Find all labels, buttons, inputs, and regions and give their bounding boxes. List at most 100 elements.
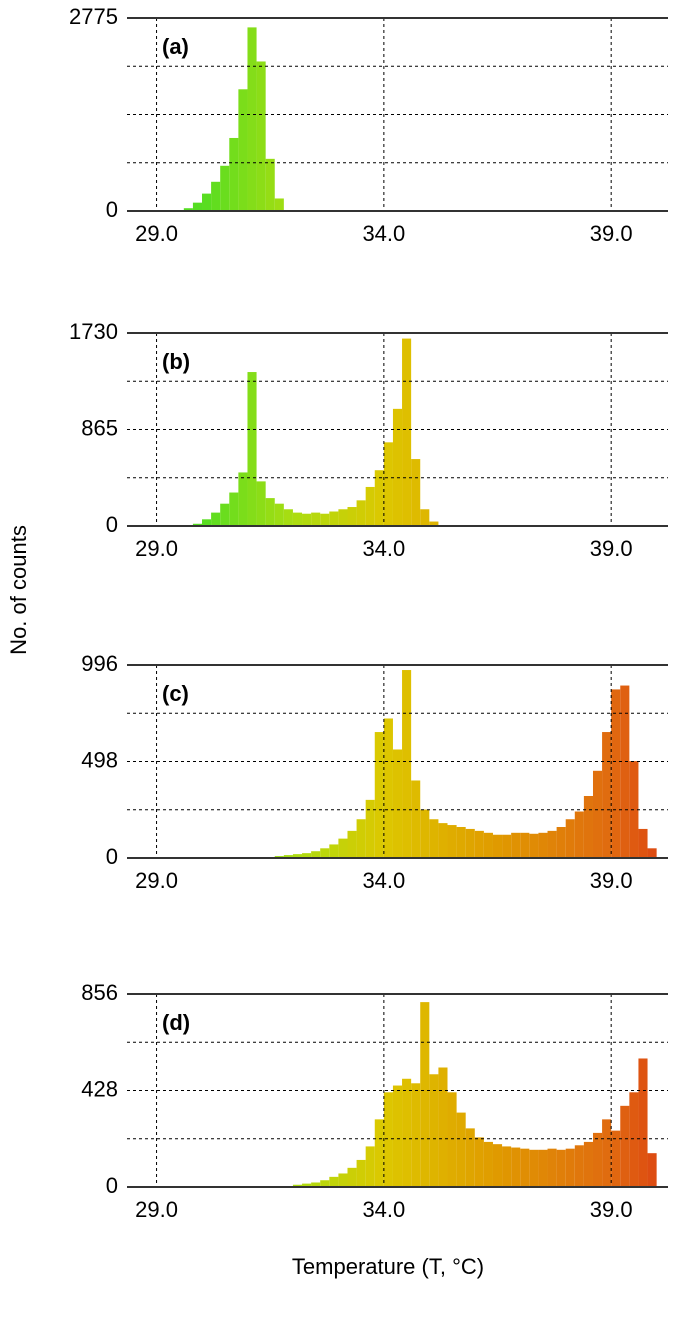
panel-label: (d) (162, 1010, 190, 1035)
bar (483, 832, 493, 858)
bar (474, 830, 484, 858)
bar (402, 338, 412, 526)
bar (329, 511, 339, 526)
y-tick-label: 428 (81, 1076, 118, 1101)
bar (465, 828, 475, 858)
bar (392, 408, 403, 526)
bar (302, 853, 312, 858)
bar (447, 1092, 457, 1187)
x-tick-label: 39.0 (590, 868, 633, 893)
bar (638, 1058, 648, 1187)
bar (438, 823, 448, 858)
bar (383, 718, 393, 858)
bar (320, 513, 330, 526)
x-tick-label: 29.0 (135, 868, 178, 893)
bar (647, 848, 657, 858)
panel-label: (a) (162, 34, 189, 59)
y-tick-label: 996 (81, 651, 118, 676)
bar (283, 509, 293, 526)
bar (347, 830, 357, 858)
bar (420, 509, 430, 526)
bar (520, 1148, 530, 1187)
bar (565, 819, 575, 858)
bar (620, 685, 630, 858)
bar (602, 732, 612, 858)
bar (374, 732, 384, 858)
bar (238, 472, 248, 526)
bar (202, 519, 212, 526)
bar (565, 1148, 575, 1187)
bar (356, 819, 366, 858)
panel-label: (b) (162, 349, 190, 374)
bar (420, 1002, 430, 1187)
bar (429, 819, 439, 858)
y-tick-label: 2775 (69, 4, 118, 29)
x-tick-label: 29.0 (135, 536, 178, 561)
bar (474, 1137, 484, 1187)
bar (211, 181, 221, 211)
bar (302, 513, 312, 526)
bar (556, 1149, 566, 1187)
y-tick-label: 498 (81, 747, 118, 772)
bar (547, 1148, 557, 1187)
bar (620, 1105, 630, 1187)
bar (438, 1067, 448, 1187)
bar (338, 1173, 348, 1187)
bar (411, 1083, 421, 1187)
bar (311, 512, 321, 526)
bar (429, 1074, 439, 1187)
bar (247, 27, 257, 211)
y-tick-label: 1730 (69, 319, 118, 344)
bar (283, 855, 293, 858)
bar (292, 1184, 303, 1187)
x-tick-label: 34.0 (362, 868, 405, 893)
bar (329, 844, 339, 858)
bar (538, 832, 548, 858)
bar (492, 1144, 503, 1187)
bar (592, 770, 603, 858)
bar (465, 1128, 475, 1187)
bar (629, 1092, 639, 1187)
bar (402, 670, 412, 858)
bar (592, 1132, 603, 1187)
bar (256, 61, 266, 211)
y-tick-label: 0 (106, 1173, 118, 1198)
bar (511, 832, 521, 858)
bar (329, 1176, 339, 1187)
bar (347, 507, 357, 526)
bar (220, 165, 230, 211)
y-tick-label: 0 (106, 512, 118, 537)
x-tick-label: 29.0 (135, 1197, 178, 1222)
y-axis-label: No. of counts (6, 525, 31, 655)
bar (583, 795, 593, 858)
bar (311, 1182, 321, 1187)
bar (238, 89, 248, 211)
bar (411, 780, 421, 858)
bar (274, 198, 284, 211)
bar (556, 826, 566, 858)
bar (338, 838, 348, 858)
bar (320, 1180, 330, 1187)
bar (574, 1145, 584, 1187)
bar (392, 1085, 403, 1187)
bar (229, 492, 239, 526)
bar (265, 158, 275, 211)
bar (347, 1167, 357, 1187)
x-tick-label: 34.0 (362, 536, 405, 561)
bar (492, 834, 503, 858)
x-tick-label: 39.0 (590, 221, 633, 246)
bar (611, 689, 621, 858)
bar (183, 208, 193, 211)
bar (265, 498, 275, 526)
y-tick-label: 856 (81, 980, 118, 1005)
bar (529, 833, 539, 858)
bar (302, 1183, 312, 1187)
x-tick-label: 29.0 (135, 221, 178, 246)
bar (529, 1149, 539, 1187)
bar (420, 809, 430, 858)
bar (402, 1078, 412, 1187)
bar (383, 442, 393, 526)
bar (192, 523, 203, 526)
bar (374, 1119, 384, 1187)
